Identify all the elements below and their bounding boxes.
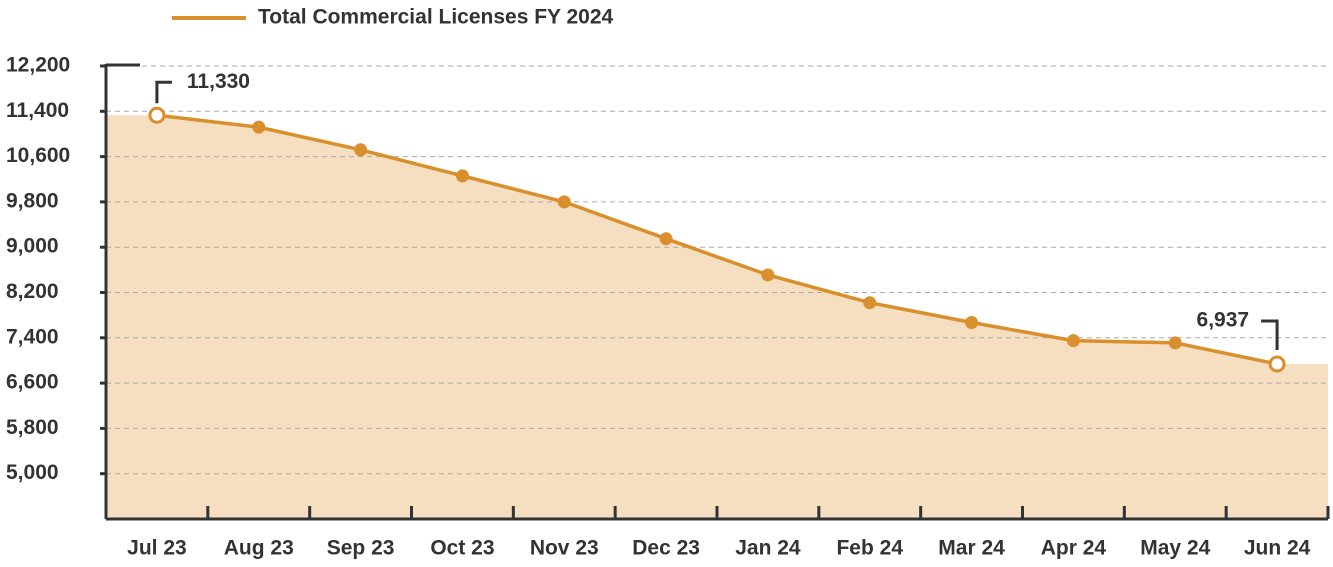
point xyxy=(965,316,979,330)
x-tick-label: Nov 23 xyxy=(530,537,599,560)
point xyxy=(252,120,266,134)
value-label: 6,937 xyxy=(1197,309,1250,332)
y-tick-label: 12,200 xyxy=(6,54,70,77)
y-tick-label: 5,800 xyxy=(6,416,59,439)
label-bracket xyxy=(1261,319,1279,351)
x-tick-label: Feb 24 xyxy=(836,537,903,560)
x-tick-label: Sep 23 xyxy=(327,537,395,560)
point xyxy=(557,195,571,209)
x-tick-label: Apr 24 xyxy=(1041,537,1107,560)
point xyxy=(863,296,877,310)
x-tick-label: Jun 24 xyxy=(1244,537,1311,560)
x-tick-label: Aug 23 xyxy=(224,537,294,560)
x-tick-label: Dec 23 xyxy=(632,537,700,560)
y-tick-label: 9,800 xyxy=(6,189,59,212)
point xyxy=(455,169,469,183)
line xyxy=(156,113,1278,366)
y-tick-label: 6,600 xyxy=(6,371,59,394)
x-tick-label: Jan 24 xyxy=(735,537,801,560)
area xyxy=(106,115,1328,520)
legend-label: Total Commercial Licenses FY 2024 xyxy=(258,6,614,29)
x-tick-label: Oct 23 xyxy=(430,537,494,560)
y-tick-label: 11,400 xyxy=(6,99,69,122)
y-tick-label: 7,400 xyxy=(6,325,59,348)
point xyxy=(1168,336,1182,350)
x-tick-label: Mar 24 xyxy=(938,537,1005,560)
y-tick-label: 10,600 xyxy=(6,144,70,167)
point xyxy=(761,268,775,282)
point xyxy=(148,106,166,124)
point xyxy=(1268,355,1286,373)
y-tick-label: 9,000 xyxy=(6,235,59,258)
label-bracket xyxy=(155,80,172,104)
y-tick-label: 5,000 xyxy=(6,461,59,484)
value-label: 11,330 xyxy=(187,70,250,93)
x-tick-label: Jul 23 xyxy=(127,537,187,560)
point xyxy=(354,143,368,157)
y-tick-label: 8,200 xyxy=(6,280,59,303)
point xyxy=(1066,334,1080,348)
point xyxy=(659,232,673,246)
x-tick-label: May 24 xyxy=(1140,537,1210,560)
